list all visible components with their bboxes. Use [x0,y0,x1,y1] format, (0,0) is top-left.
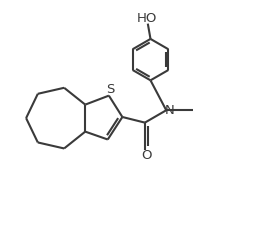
Text: HO: HO [136,11,157,25]
Text: N: N [164,104,174,117]
Text: S: S [106,83,114,96]
Text: O: O [141,149,151,162]
